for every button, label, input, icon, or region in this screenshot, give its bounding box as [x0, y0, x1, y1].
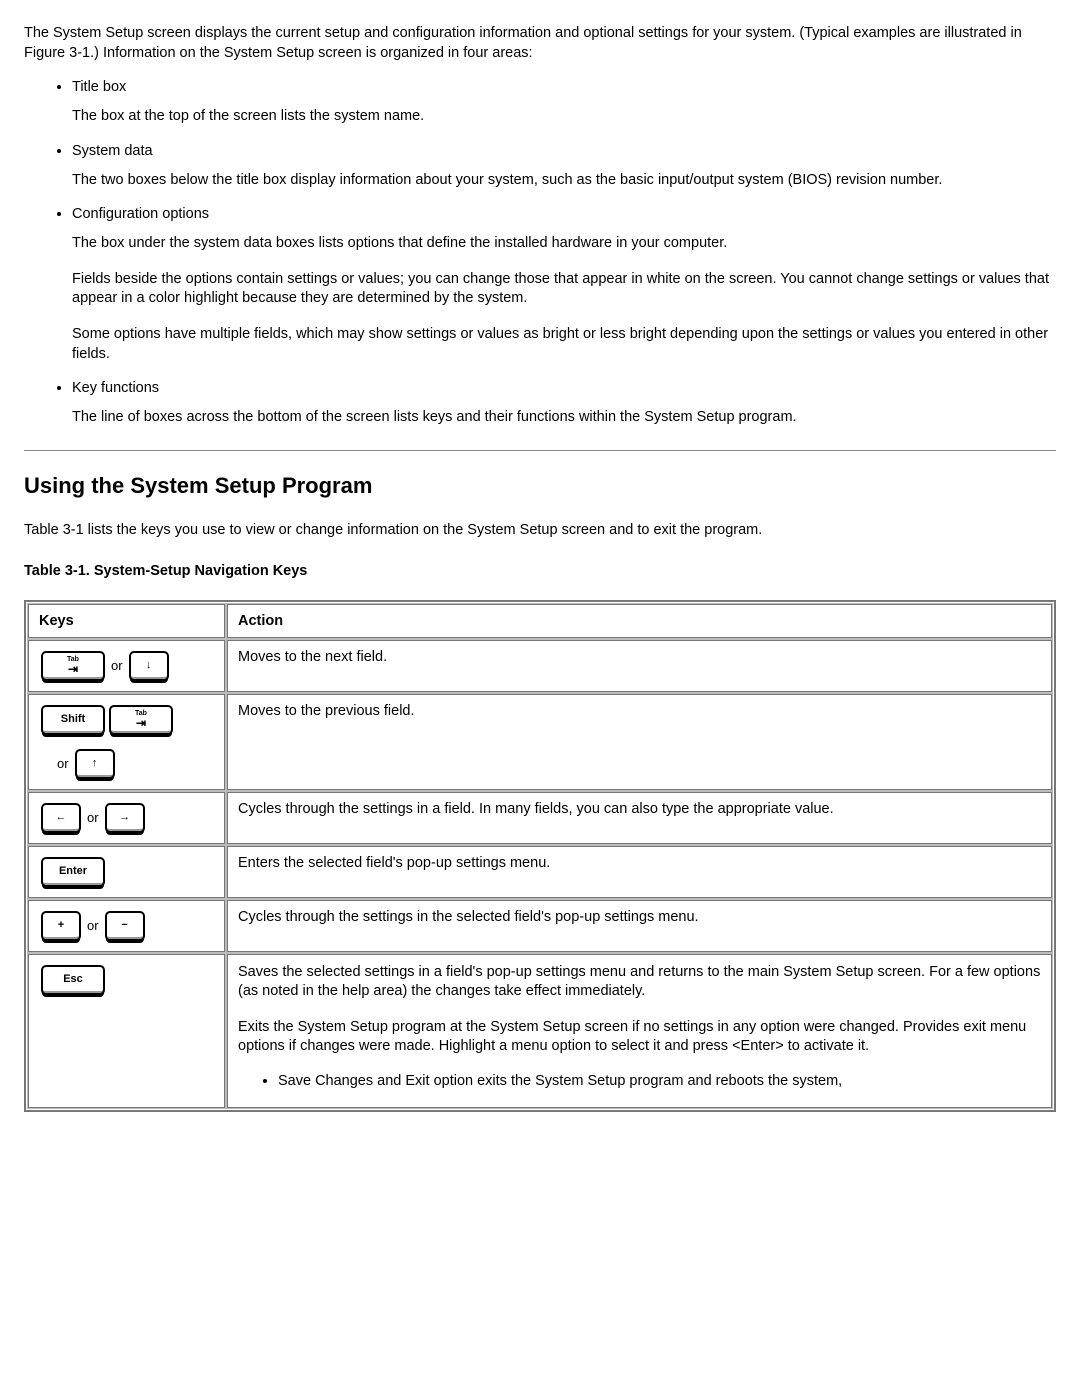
tab-key-icon: Tab⇥	[109, 705, 173, 735]
down-arrow-key-icon: ↓	[129, 651, 169, 681]
action-cell: Cycles through the settings in the selec…	[227, 900, 1052, 952]
table-row: + or − Cycles through the settings in th…	[28, 900, 1052, 952]
plus-key-icon: +	[41, 911, 81, 941]
action-subitem: Save Changes and Exit option exits the S…	[278, 1073, 1041, 1089]
area-item: Key functions The line of boxes across t…	[72, 380, 1056, 428]
key-combo: Tab⇥ or ↓	[39, 649, 214, 683]
key-combo: Shift Tab⇥	[39, 703, 214, 737]
intro-paragraph: The System Setup screen displays the cur…	[24, 24, 1056, 63]
area-title: Configuration options	[72, 206, 1056, 222]
minus-key-icon: −	[105, 911, 145, 941]
action-cell: Saves the selected settings in a field's…	[227, 954, 1052, 1108]
key-combo: Esc	[39, 963, 214, 997]
esc-key-icon: Esc	[41, 965, 105, 995]
area-desc: The line of boxes across the bottom of t…	[72, 408, 1056, 428]
tab-key-icon: Tab⇥	[41, 651, 105, 681]
areas-list: Title box The box at the top of the scre…	[24, 79, 1056, 428]
area-title: System data	[72, 143, 1056, 159]
or-text: or	[87, 918, 99, 933]
action-cell: Moves to the next field.	[227, 640, 1052, 692]
action-para: Saves the selected settings in a field's…	[238, 963, 1041, 1002]
area-desc: Some options have multiple fields, which…	[72, 325, 1056, 364]
section-heading: Using the System Setup Program	[24, 473, 1056, 499]
key-combo: Enter	[39, 855, 214, 889]
col-header-action: Action	[227, 604, 1052, 638]
area-item: Configuration options The box under the …	[72, 206, 1056, 364]
enter-key-icon: Enter	[41, 857, 105, 887]
or-text: or	[87, 810, 99, 825]
area-desc: The box under the system data boxes list…	[72, 234, 1056, 254]
action-cell: Enters the selected field's pop-up setti…	[227, 846, 1052, 898]
table-row: ← or → Cycles through the settings in a …	[28, 792, 1052, 844]
area-item: System data The two boxes below the titl…	[72, 143, 1056, 191]
navkeys-table: Keys Action Tab⇥ or ↓ Moves to the next …	[24, 600, 1056, 1112]
table-row: Shift Tab⇥ or ↑ Moves to the previous fi…	[28, 694, 1052, 790]
divider	[24, 450, 1056, 451]
section-intro: Table 3-1 lists the keys you use to view…	[24, 521, 1056, 541]
right-arrow-key-icon: →	[105, 803, 145, 833]
table-header-row: Keys Action	[28, 604, 1052, 638]
key-combo: or ↑	[39, 747, 214, 781]
table-caption: Table 3-1. System-Setup Navigation Keys	[24, 562, 1056, 582]
col-header-keys: Keys	[28, 604, 225, 638]
area-desc: The two boxes below the title box displa…	[72, 171, 1056, 191]
shift-key-icon: Shift	[41, 705, 105, 735]
key-combo: ← or →	[39, 801, 214, 835]
table-row: Enter Enters the selected field's pop-up…	[28, 846, 1052, 898]
action-cell: Moves to the previous field.	[227, 694, 1052, 790]
up-arrow-key-icon: ↑	[75, 749, 115, 779]
table-row: Tab⇥ or ↓ Moves to the next field.	[28, 640, 1052, 692]
area-desc: The box at the top of the screen lists t…	[72, 107, 1056, 127]
key-combo: + or −	[39, 909, 214, 943]
area-item: Title box The box at the top of the scre…	[72, 79, 1056, 127]
action-sublist: Save Changes and Exit option exits the S…	[238, 1073, 1041, 1089]
area-title: Title box	[72, 79, 1056, 95]
or-text: or	[57, 756, 69, 771]
left-arrow-key-icon: ←	[41, 803, 81, 833]
table-row: Esc Saves the selected settings in a fie…	[28, 954, 1052, 1108]
area-title: Key functions	[72, 380, 1056, 396]
or-text: or	[111, 658, 123, 673]
action-cell: Cycles through the settings in a field. …	[227, 792, 1052, 844]
area-desc: Fields beside the options contain settin…	[72, 270, 1056, 309]
action-para: Exits the System Setup program at the Sy…	[238, 1018, 1041, 1057]
